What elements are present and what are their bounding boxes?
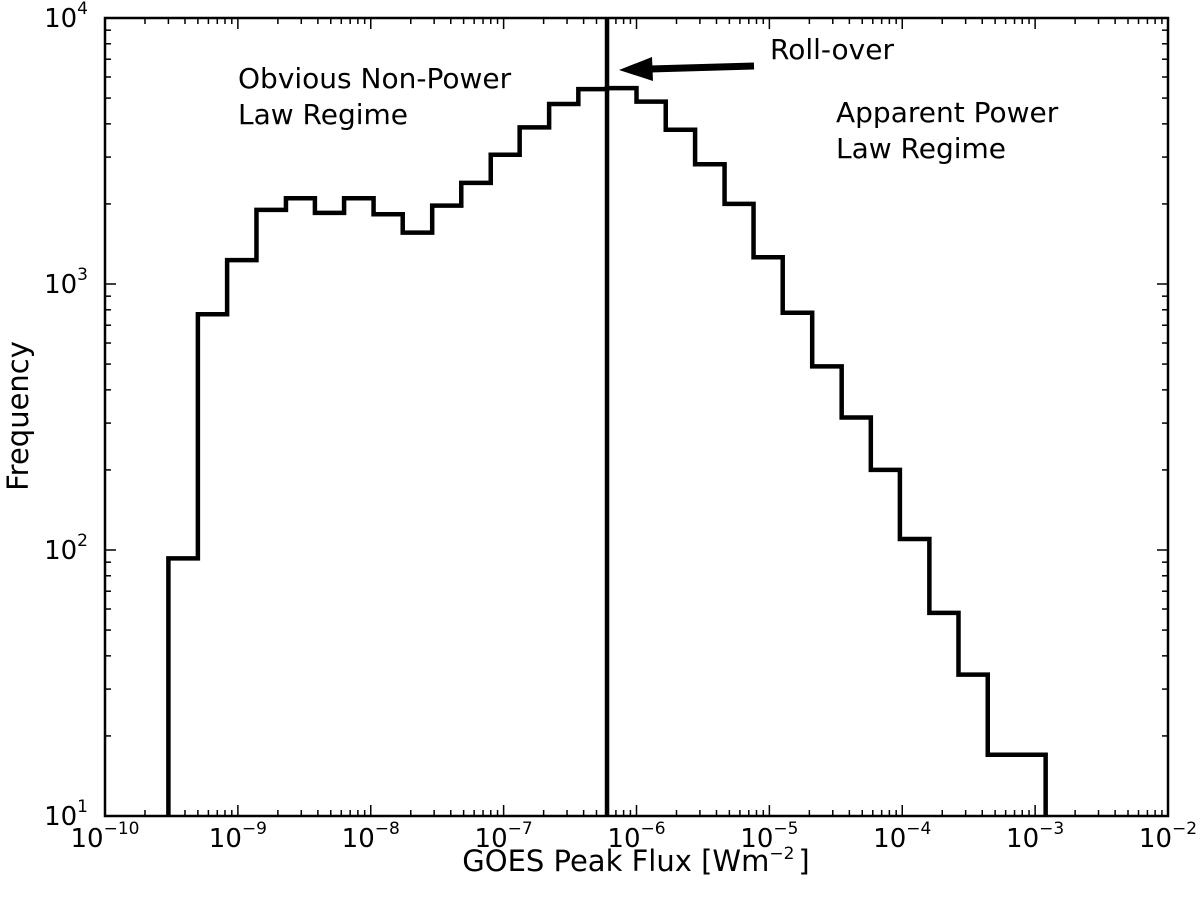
annotation-non-power-law-line2: Law Regime [238, 98, 408, 131]
x-tick-label: 10−4 [873, 819, 931, 854]
y-tick-label: 102 [44, 531, 88, 566]
y-tick-labels: 101 102 103 104 [44, 0, 88, 832]
x-axis-title: GOES Peak Flux [Wm−2] [462, 844, 809, 878]
y-tick-label: 103 [44, 265, 88, 300]
x-tick-label: 10−2 [1139, 819, 1197, 854]
annotation-non-power-law-line1: Obvious Non-Power [238, 62, 512, 95]
rollover-arrow-shaft [649, 62, 755, 73]
x-tick-label: 10−3 [1006, 819, 1064, 854]
x-tick-label: 10−7 [475, 819, 533, 854]
y-axis-title: Frequency [1, 341, 35, 491]
annotation-power-law-line1: Apparent Power [836, 96, 1059, 129]
y-tick-label: 101 [44, 797, 88, 832]
annotation-rollover-label: Roll-over [770, 33, 894, 66]
x-tick-label: 10−6 [607, 819, 665, 854]
annotation-power-law-line2: Law Regime [836, 132, 1006, 165]
y-tick-label: 104 [44, 0, 88, 34]
x-tick-label: 10−8 [342, 819, 400, 854]
x-tick-label: 10−10 [71, 819, 140, 854]
plot-frame [103, 16, 1170, 818]
x-tick-label: 10−5 [740, 819, 798, 854]
rollover-arrow-head [619, 57, 653, 81]
x-tick-labels: 10−10 10−9 10−8 10−7 10−6 10−5 10−4 10−3 10−2 [71, 819, 1198, 854]
x-tick-label: 10−9 [209, 819, 267, 854]
